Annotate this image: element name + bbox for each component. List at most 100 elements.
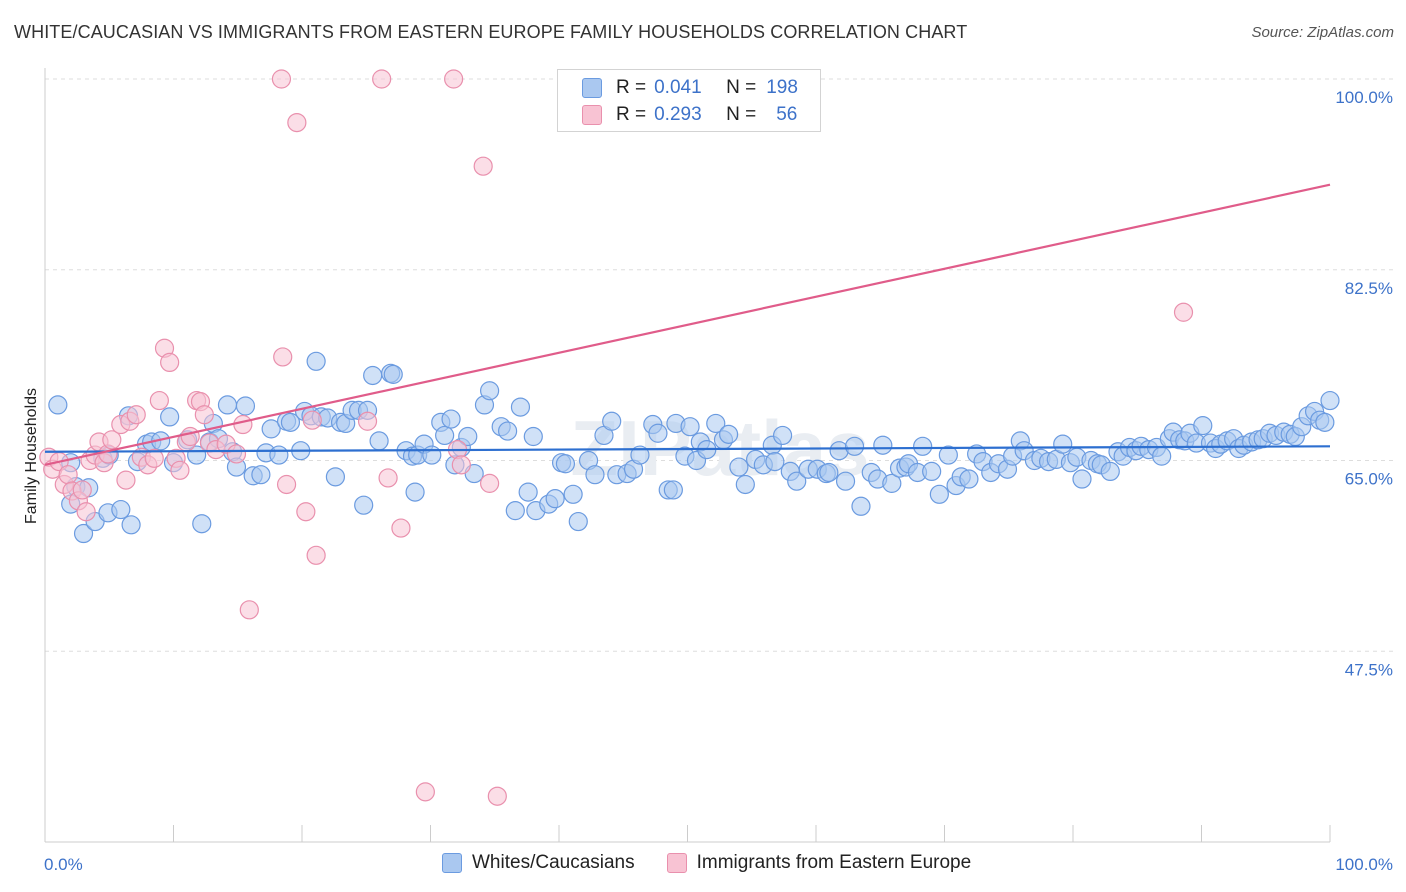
blue-point <box>835 471 856 491</box>
blue-point <box>929 484 949 504</box>
blue-point <box>568 511 588 532</box>
source-label: Source: ZipAtlas.com <box>1251 24 1394 41</box>
blue-point <box>938 445 958 465</box>
blue-point <box>192 514 212 534</box>
blue-point <box>383 364 403 384</box>
blue-point <box>369 431 389 451</box>
trend-line-whites <box>44 445 1331 453</box>
pink-point <box>160 352 180 372</box>
blue-point <box>518 482 538 502</box>
chart-title: WHITE/CAUCASIAN VS IMMIGRANTS FROM EASTE… <box>14 22 968 42</box>
blue-point <box>922 461 942 481</box>
blue-point <box>1320 390 1340 411</box>
blue-point <box>630 445 650 465</box>
grid-lines <box>45 78 1394 652</box>
blue-point <box>719 424 739 444</box>
blue-point <box>523 426 543 447</box>
series-whites-points <box>48 351 1340 544</box>
blue-point <box>585 465 605 485</box>
legend-blue-n-label: N = <box>726 77 757 98</box>
legend-label-immigrants: Immigrants from Eastern Europe <box>696 852 972 873</box>
blue-point <box>663 480 683 500</box>
x-tick-label-min: 0.0% <box>44 855 83 874</box>
blue-point <box>217 395 238 415</box>
blue-point <box>873 435 893 455</box>
blue-point <box>261 419 281 439</box>
blue-point <box>1152 446 1172 466</box>
blue-point <box>1315 412 1335 432</box>
blue-point <box>913 436 933 456</box>
pink-point <box>444 69 464 89</box>
pink-point <box>170 460 190 480</box>
legend-pink-n-value: 56 <box>776 104 798 125</box>
blue-point <box>354 495 374 515</box>
pink-point <box>451 455 471 475</box>
blue-point <box>851 496 871 516</box>
legend-item-immigrants: Immigrants from Eastern Europe <box>666 852 972 874</box>
pink-point <box>273 347 293 367</box>
blue-point <box>435 425 455 446</box>
blue-point <box>1053 434 1073 454</box>
y-tick-label: 47.5% <box>1345 660 1393 679</box>
blue-point <box>505 501 525 521</box>
pink-point <box>233 414 253 435</box>
legend-swatch-immigrants <box>666 853 687 873</box>
blue-point <box>269 445 289 465</box>
pink-point <box>76 502 96 522</box>
blue-point <box>280 412 301 432</box>
trend-lines <box>44 183 1331 466</box>
series-legend: Whites/Caucasians Immigrants from Easter… <box>442 852 1003 874</box>
y-axis-label: Family Households <box>23 388 40 524</box>
pink-point <box>271 69 292 89</box>
blue-point <box>787 471 807 491</box>
legend-blue-n-value: 198 <box>766 77 798 98</box>
pink-point <box>149 390 169 411</box>
pink-point <box>415 782 435 802</box>
blue-point <box>306 351 326 371</box>
blue-point <box>1072 469 1092 489</box>
trend-line-immigrants <box>44 183 1331 466</box>
blue-point <box>73 523 94 544</box>
blue-point <box>735 474 755 495</box>
blue-point <box>458 426 478 447</box>
pink-point <box>276 474 297 495</box>
legend-item-whites: Whites/Caucasians <box>442 852 635 874</box>
blue-point <box>545 489 565 509</box>
pink-point <box>239 600 259 620</box>
x-tick-label-max: 100.0% <box>1335 855 1393 874</box>
legend-pink-n-label: N = <box>726 104 757 125</box>
blue-point <box>680 417 700 437</box>
legend-label-whites: Whites/Caucasians <box>472 852 635 873</box>
blue-point <box>121 515 141 535</box>
legend-row-blue: R = 0.041 N = 198 <box>582 76 798 100</box>
pink-point <box>58 465 78 485</box>
pink-point <box>302 410 322 430</box>
pink-point <box>144 448 164 468</box>
blue-point <box>1193 416 1213 436</box>
pink-point <box>72 480 92 500</box>
series-immigrants-points <box>39 69 1194 806</box>
legend-pink-r-value: 0.293 <box>654 104 702 125</box>
legend-blue-r-value: 0.041 <box>654 77 702 98</box>
blue-point <box>48 395 68 415</box>
blue-point <box>422 445 442 465</box>
y-tick-label: 65.0% <box>1345 470 1393 489</box>
blue-point <box>441 409 461 429</box>
legend-blue-r-label: R = <box>616 77 647 98</box>
blue-point <box>729 457 749 477</box>
y-tick-label: 82.5% <box>1345 279 1393 298</box>
pink-point <box>391 518 411 538</box>
pink-point <box>473 156 493 176</box>
legend-swatch-whites <box>442 853 462 873</box>
pink-point <box>480 473 500 493</box>
correlation-legend: R = 0.041 N = 198 R = 0.293 N = 56 <box>557 69 821 132</box>
blue-point <box>844 436 865 456</box>
legend-swatch-blue <box>582 78 602 98</box>
pink-point <box>116 470 136 490</box>
pink-point <box>296 502 316 522</box>
legend-pink-r-label: R = <box>616 104 647 125</box>
blue-point <box>648 423 668 443</box>
blue-point <box>498 421 518 441</box>
pink-point <box>487 786 507 806</box>
